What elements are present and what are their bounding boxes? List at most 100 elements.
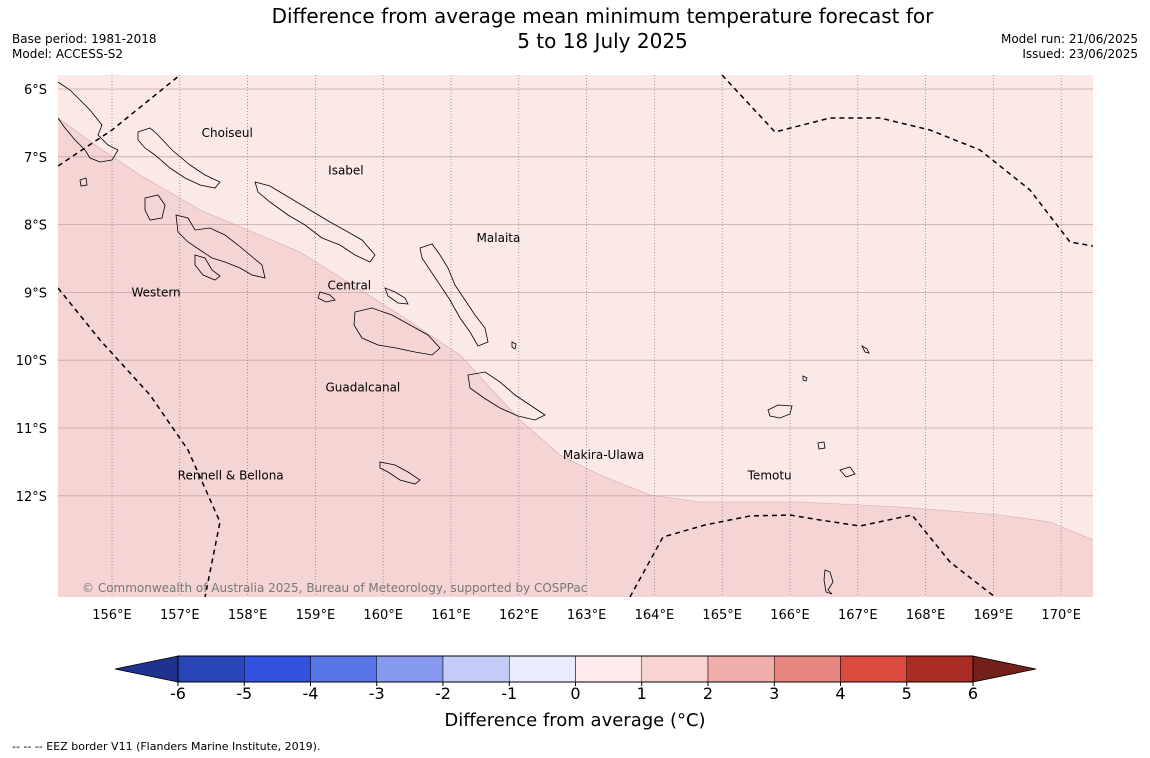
colorbar-tick-label: -1 xyxy=(501,684,517,703)
model-run: Model run: 21/06/2025 xyxy=(1000,32,1138,46)
lat-label: 9°S xyxy=(24,286,47,301)
lon-label: 165°E xyxy=(702,608,742,623)
colorbar-tick-label: 4 xyxy=(835,684,845,703)
coast-malaita xyxy=(419,243,489,347)
eez-footnote: -- -- -- EEZ border V11 (Flanders Marine… xyxy=(12,740,321,753)
coast-reef-islands xyxy=(802,375,808,382)
coast-new-georgia xyxy=(175,214,266,279)
lon-label: 156°E xyxy=(92,608,132,623)
coast-bougainville xyxy=(58,81,119,163)
colorbar-label: Difference from average (°C) xyxy=(444,710,706,731)
coast-guadalcanal xyxy=(353,307,441,356)
colorbar-segment xyxy=(840,655,907,683)
model-name: Model: ACCESS-S2 xyxy=(12,47,124,61)
region-label: Rennell & Bellona xyxy=(178,468,284,482)
lon-label: 157°E xyxy=(160,608,200,623)
colorbar-tick-label: 5 xyxy=(902,684,912,703)
eez-southwest xyxy=(58,287,221,597)
lon-label: 166°E xyxy=(770,608,810,623)
eez-northwest xyxy=(58,75,181,167)
colorbar-tick-label: 0 xyxy=(570,684,580,703)
lon-label: 170°E xyxy=(1041,608,1081,623)
colorbar-tick-label: -6 xyxy=(170,684,186,703)
coast-duff xyxy=(861,344,870,354)
coastlines xyxy=(58,81,870,595)
region-labels: Choiseul Isabel Malaita Western Central Guada… xyxy=(131,126,791,482)
model-info: Base period: 1981-2018 Model: ACCESS-S2 xyxy=(12,32,157,62)
graticule xyxy=(58,75,1093,597)
region-label: Malaita xyxy=(477,231,521,245)
colorbar-segment xyxy=(575,655,642,683)
colorbar-tick-label: -5 xyxy=(236,684,252,703)
colorbar-tick-label: -4 xyxy=(303,684,319,703)
colorbar-segment xyxy=(641,655,709,683)
coast-florida xyxy=(384,287,409,305)
colorbar: -6 -5 -4 -3 -2 -1 0 1 2 3 4 5 6 xyxy=(114,655,1037,703)
lat-label: 10°S xyxy=(16,354,47,369)
colorbar-tick-label: -3 xyxy=(369,684,385,703)
colorbar-segment xyxy=(442,655,510,683)
lon-label: 164°E xyxy=(635,608,675,623)
copyright-notice: © Commonwealth of Australia 2025, Bureau… xyxy=(82,581,587,595)
colorbar-extend-low xyxy=(114,655,179,683)
coast-treasury xyxy=(79,177,88,187)
colorbar-segment xyxy=(376,655,444,683)
coast-vanikoro xyxy=(817,441,826,450)
colorbar-tick-label: -2 xyxy=(435,684,451,703)
lon-label: 162°E xyxy=(499,608,539,623)
lon-label: 168°E xyxy=(906,608,946,623)
coast-rennell xyxy=(379,461,421,485)
run-info: Model run: 21/06/2025 Issued: 23/06/2025 xyxy=(1001,32,1138,62)
coast-russell xyxy=(317,291,336,303)
eez-south xyxy=(629,514,996,597)
colorbar-segment xyxy=(310,655,377,683)
lon-label: 167°E xyxy=(838,608,878,623)
lat-label: 12°S xyxy=(16,490,47,505)
eez-borders xyxy=(58,75,1093,597)
coast-isabel xyxy=(254,181,376,263)
eez-northeast xyxy=(721,75,1093,247)
coast-utupua xyxy=(839,466,856,478)
region-label: Temotu xyxy=(747,468,792,482)
issued-date: Issued: 23/06/2025 xyxy=(1022,47,1138,61)
base-period: Base period: 1981-2018 xyxy=(12,32,157,46)
coast-vella-lavella xyxy=(144,194,166,221)
band-1-to-2 xyxy=(58,118,1093,597)
lat-label: 8°S xyxy=(24,219,47,234)
title-line-1: Difference from average mean minimum tem… xyxy=(271,4,934,28)
lon-label: 159°E xyxy=(296,608,336,623)
lon-label: 169°E xyxy=(974,608,1014,623)
lon-label: 158°E xyxy=(228,608,268,623)
region-label: Guadalcanal xyxy=(325,380,400,394)
region-label: Makira-Ulawa xyxy=(563,448,644,462)
region-label: Isabel xyxy=(328,163,363,177)
colorbar-tick-label: 2 xyxy=(703,684,713,703)
map-title: Difference from average mean minimum tem… xyxy=(230,4,975,54)
colorbar-segment xyxy=(244,655,311,683)
latitude-labels: 6°S 7°S 8°S 9°S 10°S 11°S 12°S xyxy=(16,83,47,505)
coast-choiseul xyxy=(137,127,221,189)
colorbar-segment xyxy=(774,655,841,683)
coast-ulawa xyxy=(511,341,517,350)
colorbar-tick-label: 6 xyxy=(968,684,978,703)
lat-label: 7°S xyxy=(24,151,47,166)
lat-label: 6°S xyxy=(24,83,47,98)
coast-rendova xyxy=(194,254,221,281)
region-label: Central xyxy=(327,279,371,293)
lon-label: 160°E xyxy=(363,608,403,623)
colorbar-tick-label: 1 xyxy=(637,684,647,703)
lon-label: 161°E xyxy=(431,608,471,623)
colorbar-tick-label: 3 xyxy=(769,684,779,703)
title-line-2: 5 to 18 July 2025 xyxy=(517,29,688,53)
colorbar-segment xyxy=(906,655,974,683)
lat-label: 11°S xyxy=(16,422,47,437)
map-area: Choiseul Isabel Malaita Western Central Guada… xyxy=(58,75,1093,597)
longitude-labels: 156°E 157°E 158°E 159°E 160°E 161°E 162°E 163°E… xyxy=(92,608,1081,623)
region-label: Choiseul xyxy=(202,126,253,140)
lon-label: 163°E xyxy=(567,608,607,623)
coast-anuta xyxy=(823,569,834,595)
colorbar-segment xyxy=(509,655,576,683)
coast-santa-cruz xyxy=(767,404,793,419)
colorbar-extend-high xyxy=(972,655,1037,683)
